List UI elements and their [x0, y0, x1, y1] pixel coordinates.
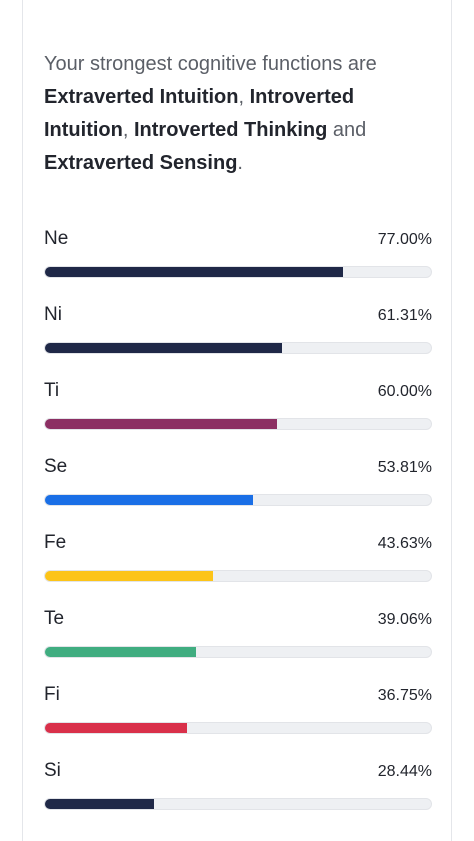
progress-fill: [45, 723, 187, 733]
function-percent: 60.00%: [377, 383, 432, 400]
summary-function-3: Introverted Thinking: [133, 119, 328, 141]
function-name: Se: [44, 456, 68, 477]
function-name: Fi: [44, 684, 60, 705]
progress-track: [44, 342, 432, 354]
summary-intro: Your strongest cognitive functions are: [44, 53, 377, 75]
function-score-list: Ne 77.00% Ni 61.31% Ti 60.00%: [44, 228, 432, 836]
progress-track: [44, 494, 432, 506]
progress-fill: [45, 267, 343, 277]
function-row-te: Te 39.06%: [44, 608, 432, 684]
function-name: Te: [44, 608, 65, 629]
progress-fill: [45, 343, 282, 353]
function-percent: 77.00%: [377, 231, 432, 248]
progress-fill: [45, 647, 196, 657]
function-row-si: Si 28.44%: [44, 760, 432, 836]
function-name: Fe: [44, 532, 67, 553]
function-name: Ti: [44, 380, 60, 401]
progress-fill: [45, 419, 277, 429]
progress-fill: [45, 571, 214, 581]
progress-track: [44, 266, 432, 278]
function-row-fi: Fi 36.75%: [44, 684, 432, 760]
function-name: Ne: [44, 228, 69, 249]
function-percent: 61.31%: [377, 307, 432, 324]
function-name: Si: [44, 760, 61, 781]
progress-track: [44, 798, 432, 810]
function-row-fe: Fe 43.63%: [44, 532, 432, 608]
progress-track: [44, 722, 432, 734]
progress-fill: [45, 495, 253, 505]
summary-function-2: Introverted Intuition: [44, 86, 355, 141]
progress-track: [44, 570, 432, 582]
function-row-se: Se 53.81%: [44, 456, 432, 532]
function-row-ti: Ti 60.00%: [44, 380, 432, 456]
summary-function-4: Extraverted Sensing: [44, 152, 238, 174]
function-percent: 53.81%: [377, 459, 432, 476]
function-percent: 28.44%: [377, 763, 432, 780]
summary-function-1: Extraverted Intuition: [44, 86, 239, 108]
function-row-ne: Ne 77.00%: [44, 228, 432, 304]
progress-fill: [45, 799, 155, 809]
results-card: Your strongest cognitive functions are E…: [22, 0, 452, 841]
progress-track: [44, 418, 432, 430]
function-percent: 43.63%: [377, 535, 432, 552]
function-percent: 36.75%: [377, 687, 432, 704]
function-row-ni: Ni 61.31%: [44, 304, 432, 380]
function-name: Ni: [44, 304, 62, 325]
function-percent: 39.06%: [377, 611, 432, 628]
progress-track: [44, 646, 432, 658]
summary-text: Your strongest cognitive functions are E…: [44, 53, 377, 174]
